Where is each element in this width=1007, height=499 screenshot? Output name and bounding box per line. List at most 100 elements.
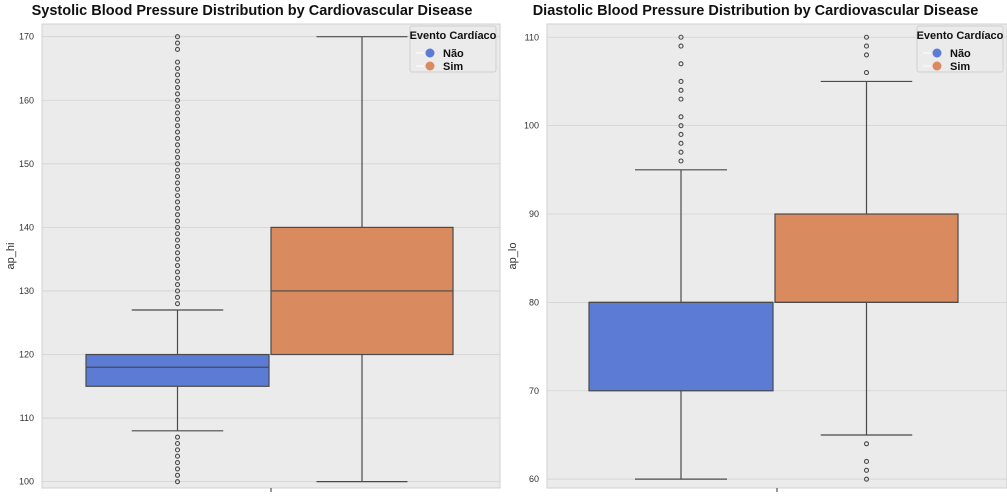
outlier-point bbox=[678, 61, 684, 67]
outlier-point bbox=[174, 237, 181, 243]
outlier-point bbox=[174, 282, 181, 288]
outlier-point bbox=[174, 78, 181, 84]
outlier-point bbox=[174, 91, 181, 97]
outlier-point bbox=[678, 78, 684, 84]
y-tick-label: 100 bbox=[19, 477, 34, 487]
outlier-point bbox=[174, 275, 181, 281]
outlier-point bbox=[174, 116, 181, 122]
outlier-point bbox=[174, 212, 181, 218]
outlier-point bbox=[174, 123, 181, 129]
outlier-point bbox=[863, 34, 870, 40]
box-sim bbox=[774, 34, 959, 482]
outlier-point bbox=[863, 458, 870, 465]
outlier-point bbox=[174, 250, 181, 256]
legend-label: Sim bbox=[443, 61, 463, 73]
legend-marker bbox=[932, 48, 942, 58]
y-tick-label: 70 bbox=[529, 386, 539, 396]
outlier-point bbox=[174, 269, 181, 275]
legend-label: Não bbox=[443, 48, 464, 60]
outlier-point bbox=[174, 199, 181, 205]
y-tick-label: 140 bbox=[19, 222, 34, 232]
outlier-point bbox=[863, 43, 870, 49]
outlier-point bbox=[174, 440, 181, 447]
outlier-point bbox=[678, 131, 684, 138]
outlier-point bbox=[174, 231, 181, 237]
outlier-point bbox=[174, 167, 181, 173]
y-tick-label: 60 bbox=[529, 474, 539, 484]
outlier-point bbox=[174, 135, 181, 141]
outlier-point bbox=[174, 479, 181, 485]
outlier-point bbox=[174, 34, 181, 40]
outlier-point bbox=[174, 46, 181, 52]
legend-label: Sim bbox=[950, 61, 970, 73]
outlier-point bbox=[678, 43, 684, 49]
outlier-point bbox=[863, 467, 870, 473]
y-tick-label: 120 bbox=[19, 350, 34, 360]
outlier-point bbox=[863, 52, 870, 58]
outlier-point bbox=[174, 85, 181, 91]
outlier-point bbox=[174, 447, 181, 453]
outlier-point bbox=[174, 97, 181, 103]
chart-title: Diastolic Blood Pressure Distribution by… bbox=[532, 3, 979, 19]
legend-marker bbox=[932, 61, 942, 71]
outlier-point bbox=[174, 193, 181, 199]
legend-box bbox=[916, 25, 1004, 73]
outlier-point bbox=[174, 161, 181, 167]
outlier-point bbox=[174, 466, 181, 472]
outlier-point bbox=[174, 218, 181, 224]
outlier-point bbox=[174, 243, 181, 250]
outlier-point bbox=[863, 476, 870, 482]
y-axis-title: ap_hi bbox=[5, 243, 17, 270]
y-tick-label: 100 bbox=[524, 121, 539, 131]
outlier-point bbox=[174, 129, 181, 135]
outlier-point bbox=[174, 142, 181, 148]
y-tick-label: 90 bbox=[529, 209, 539, 219]
systolic-chart-panel: Systolic Blood Pressure Distribution by … bbox=[5, 3, 501, 492]
outlier-point bbox=[174, 224, 181, 230]
legend-title: Evento Cardíaco bbox=[410, 30, 497, 42]
outlier-point bbox=[678, 114, 684, 120]
y-tick-label: 110 bbox=[20, 413, 34, 423]
outlier-point bbox=[174, 104, 181, 110]
outlier-point bbox=[174, 460, 181, 466]
outlier-point bbox=[174, 294, 181, 300]
outlier-point bbox=[678, 96, 684, 102]
box-iqr bbox=[85, 353, 270, 387]
outlier-point bbox=[174, 180, 181, 186]
outlier-point bbox=[174, 72, 181, 78]
outlier-point bbox=[174, 301, 181, 307]
outlier-point bbox=[174, 472, 181, 478]
outlier-point bbox=[678, 87, 684, 93]
y-tick-label: 170 bbox=[19, 32, 34, 42]
legend-marker bbox=[425, 61, 435, 71]
y-tick-label: 80 bbox=[529, 297, 539, 307]
legend-title: Evento Cardíaco bbox=[917, 30, 1004, 42]
outlier-point bbox=[678, 149, 684, 155]
y-tick-label: 130 bbox=[19, 286, 34, 296]
legend-label: Não bbox=[950, 48, 971, 60]
y-tick-label: 110 bbox=[525, 32, 539, 42]
legend-marker bbox=[425, 48, 435, 58]
outlier-point bbox=[863, 441, 870, 447]
outlier-point bbox=[174, 453, 181, 459]
box-não bbox=[85, 34, 270, 485]
outlier-point bbox=[678, 123, 684, 129]
outlier-point bbox=[174, 110, 181, 116]
legend-box bbox=[409, 25, 497, 73]
outlier-point bbox=[174, 148, 181, 154]
outlier-point bbox=[174, 40, 181, 46]
y-tick-label: 150 bbox=[19, 159, 34, 169]
chart-title: Systolic Blood Pressure Distribution by … bbox=[31, 3, 473, 19]
y-axis-title: ap_lo bbox=[507, 243, 519, 270]
outlier-point bbox=[174, 262, 181, 269]
box-sim bbox=[270, 36, 454, 483]
outlier-point bbox=[174, 256, 181, 262]
outlier-point bbox=[174, 65, 181, 72]
box-não bbox=[588, 34, 774, 480]
outlier-point bbox=[174, 434, 181, 440]
diastolic-chart-panel: Diastolic Blood Pressure Distribution by… bbox=[504, 0, 1007, 499]
outlier-point bbox=[678, 140, 684, 146]
